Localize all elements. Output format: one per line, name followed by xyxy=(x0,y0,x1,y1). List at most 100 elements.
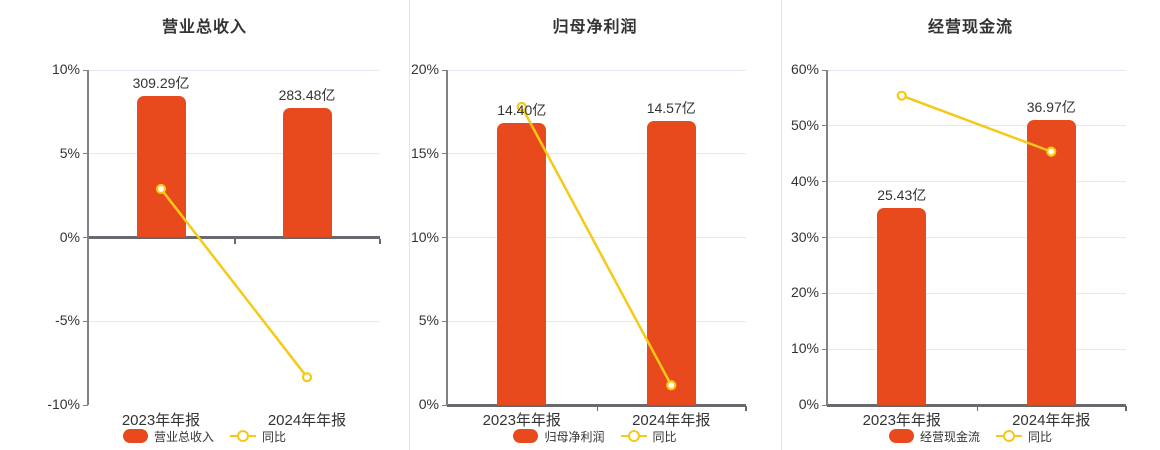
legend-bar-label[interactable]: 归母净利润 xyxy=(544,429,605,444)
bar-2023年年报[interactable] xyxy=(497,122,547,405)
bar-2023年年报[interactable] xyxy=(136,95,186,238)
y-axis-tick xyxy=(822,237,827,238)
y-axis-tick xyxy=(442,404,447,406)
x-axis-tick xyxy=(1125,406,1127,411)
x-category-label: 2023年年报 xyxy=(862,412,941,429)
y-axis-tick-label: 20% xyxy=(790,284,819,301)
legend-line-ring xyxy=(237,430,249,442)
legend: 归母净利润 同比 xyxy=(409,428,781,444)
gridline xyxy=(88,320,380,322)
y-axis-tick xyxy=(822,181,827,183)
x-axis-line xyxy=(447,403,746,407)
legend-bar-label[interactable]: 营业总收入 xyxy=(153,429,214,444)
bar-value-label: 14.57亿 xyxy=(646,99,696,116)
y-axis-tick xyxy=(83,237,88,238)
y-axis-line xyxy=(87,70,89,405)
panel-operating-cashflow: 经营现金流 经营现金流 同比 xyxy=(781,0,1160,450)
chart-title: 营业总收入 xyxy=(161,19,247,36)
x-axis-tick xyxy=(745,406,747,411)
y-axis-tick xyxy=(83,404,88,406)
y-axis-tick xyxy=(822,292,827,294)
x-category-label: 2024年年报 xyxy=(1012,412,1091,429)
y-axis-tick xyxy=(822,69,827,71)
legend-line-label[interactable]: 同比 xyxy=(1028,429,1053,444)
y-axis-tick-label: 5% xyxy=(59,144,80,161)
gridline xyxy=(88,69,380,71)
y-axis-line xyxy=(826,70,828,405)
gridline xyxy=(827,125,1126,127)
y-axis-tick xyxy=(822,348,827,350)
y-axis-tick-label: 10% xyxy=(51,61,80,77)
legend-bar-swatch[interactable] xyxy=(888,429,914,443)
gridline xyxy=(447,69,746,71)
legend-bar-label[interactable]: 经营现金流 xyxy=(919,429,980,444)
y-axis-tick xyxy=(442,153,447,155)
legend-line-icon[interactable] xyxy=(620,429,647,443)
legend-line-icon[interactable] xyxy=(996,429,1022,443)
bar-2024年年报[interactable] xyxy=(1026,119,1076,405)
y-axis-tick-label: -10% xyxy=(47,396,80,412)
y-axis-tick-label: 50% xyxy=(790,116,819,133)
y-axis-line xyxy=(446,70,448,405)
x-axis-tick xyxy=(976,406,978,411)
legend-line-ring xyxy=(627,430,640,442)
legend-line-icon[interactable] xyxy=(230,429,256,443)
y-axis-tick xyxy=(442,320,447,322)
legend-bar-swatch[interactable] xyxy=(513,429,539,443)
gridline xyxy=(827,292,1126,294)
panel-divider xyxy=(781,0,782,450)
gridline xyxy=(827,237,1126,238)
legend-line-label[interactable]: 同比 xyxy=(652,429,677,444)
y-axis-tick-label: 60% xyxy=(790,61,819,77)
x-axis-line xyxy=(827,403,1126,407)
legend-line-ring xyxy=(1003,430,1015,442)
legend: 营业总收入 同比 xyxy=(0,428,409,444)
bar-2024年年报[interactable] xyxy=(646,120,696,405)
y-axis-tick-label: 30% xyxy=(790,228,819,245)
gridline xyxy=(88,153,380,155)
y-axis-tick xyxy=(83,153,88,155)
panel-divider xyxy=(409,0,410,450)
x-axis-tick xyxy=(596,406,598,411)
bar-value-label: 309.29亿 xyxy=(132,74,190,91)
bar-2024年年报[interactable] xyxy=(282,107,332,238)
bar-value-label: 14.40亿 xyxy=(497,101,547,118)
x-category-label: 2023年年报 xyxy=(121,412,201,429)
bar-value-label: 283.48亿 xyxy=(278,86,336,103)
y-axis-tick-label: 40% xyxy=(790,172,819,189)
y-axis-tick-label: 10% xyxy=(790,340,819,357)
gridline xyxy=(827,69,1126,71)
y-axis-tick xyxy=(442,237,447,238)
y-axis-tick-label: 0% xyxy=(418,396,439,412)
gridline xyxy=(447,320,746,322)
x-axis-tick xyxy=(234,238,236,244)
x-category-label: 2024年年报 xyxy=(267,412,347,429)
y-axis-tick xyxy=(822,125,827,127)
chart-title: 经营现金流 xyxy=(927,19,1013,36)
x-axis-tick xyxy=(379,238,381,244)
chart-title: 归母净利润 xyxy=(552,19,638,36)
y-axis-tick xyxy=(83,320,88,322)
y-axis-tick xyxy=(822,404,827,406)
bar-value-label: 25.43亿 xyxy=(877,187,927,204)
y-axis-tick-label: -5% xyxy=(55,312,80,329)
x-category-label: 2024年年报 xyxy=(632,412,711,429)
y-axis-tick-label: 15% xyxy=(410,144,439,161)
bar-value-label: 36.97亿 xyxy=(1026,98,1076,115)
y-axis-tick-label: 10% xyxy=(410,228,439,245)
y-axis-tick-label: 20% xyxy=(410,61,439,77)
legend-line-label[interactable]: 同比 xyxy=(262,429,287,444)
y-axis-tick-label: 0% xyxy=(59,228,80,245)
y-axis-tick xyxy=(83,69,88,71)
legend: 经营现金流 同比 xyxy=(781,428,1160,444)
bar-2023年年报[interactable] xyxy=(877,208,927,405)
legend-bar-swatch[interactable] xyxy=(122,429,148,443)
gridline xyxy=(827,348,1126,350)
x-category-label: 2023年年报 xyxy=(482,412,561,429)
y-axis-tick xyxy=(442,69,447,71)
gridline xyxy=(447,153,746,155)
gridline xyxy=(827,181,1126,183)
gridline xyxy=(447,237,746,238)
y-axis-tick-label: 0% xyxy=(798,396,819,412)
